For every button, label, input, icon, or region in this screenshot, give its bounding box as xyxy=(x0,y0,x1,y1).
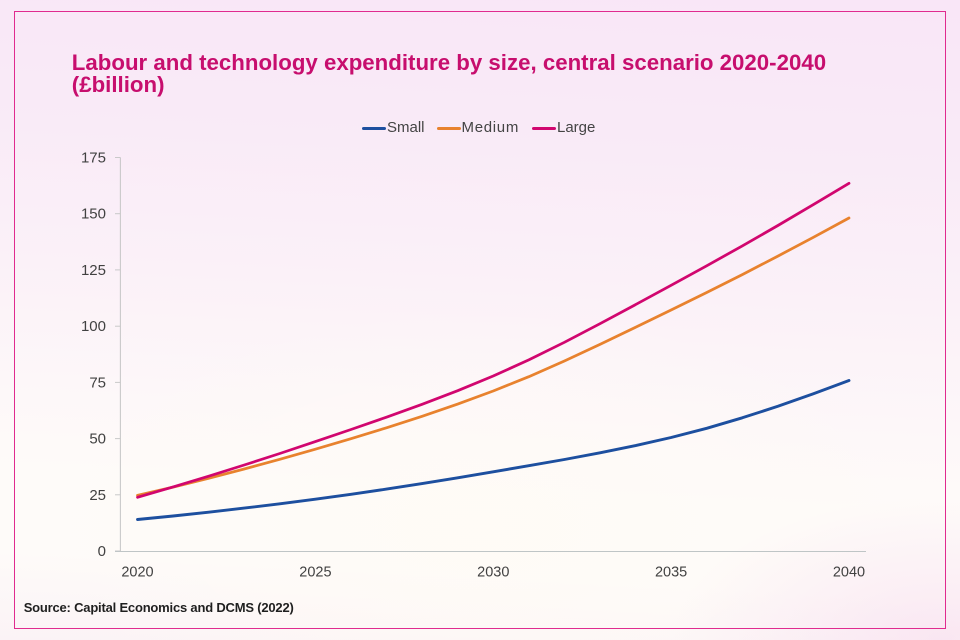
svg-text:25: 25 xyxy=(89,487,106,504)
svg-text:2030: 2030 xyxy=(477,565,509,581)
svg-text:2035: 2035 xyxy=(655,565,687,581)
svg-text:125: 125 xyxy=(81,262,106,279)
svg-text:100: 100 xyxy=(81,318,106,335)
svg-text:2040: 2040 xyxy=(833,565,865,581)
svg-text:0: 0 xyxy=(98,543,106,560)
svg-text:2025: 2025 xyxy=(299,565,331,581)
svg-text:150: 150 xyxy=(81,206,106,223)
svg-text:175: 175 xyxy=(81,150,106,167)
svg-text:75: 75 xyxy=(89,374,106,391)
svg-text:50: 50 xyxy=(89,431,106,448)
svg-text:2020: 2020 xyxy=(121,565,153,581)
